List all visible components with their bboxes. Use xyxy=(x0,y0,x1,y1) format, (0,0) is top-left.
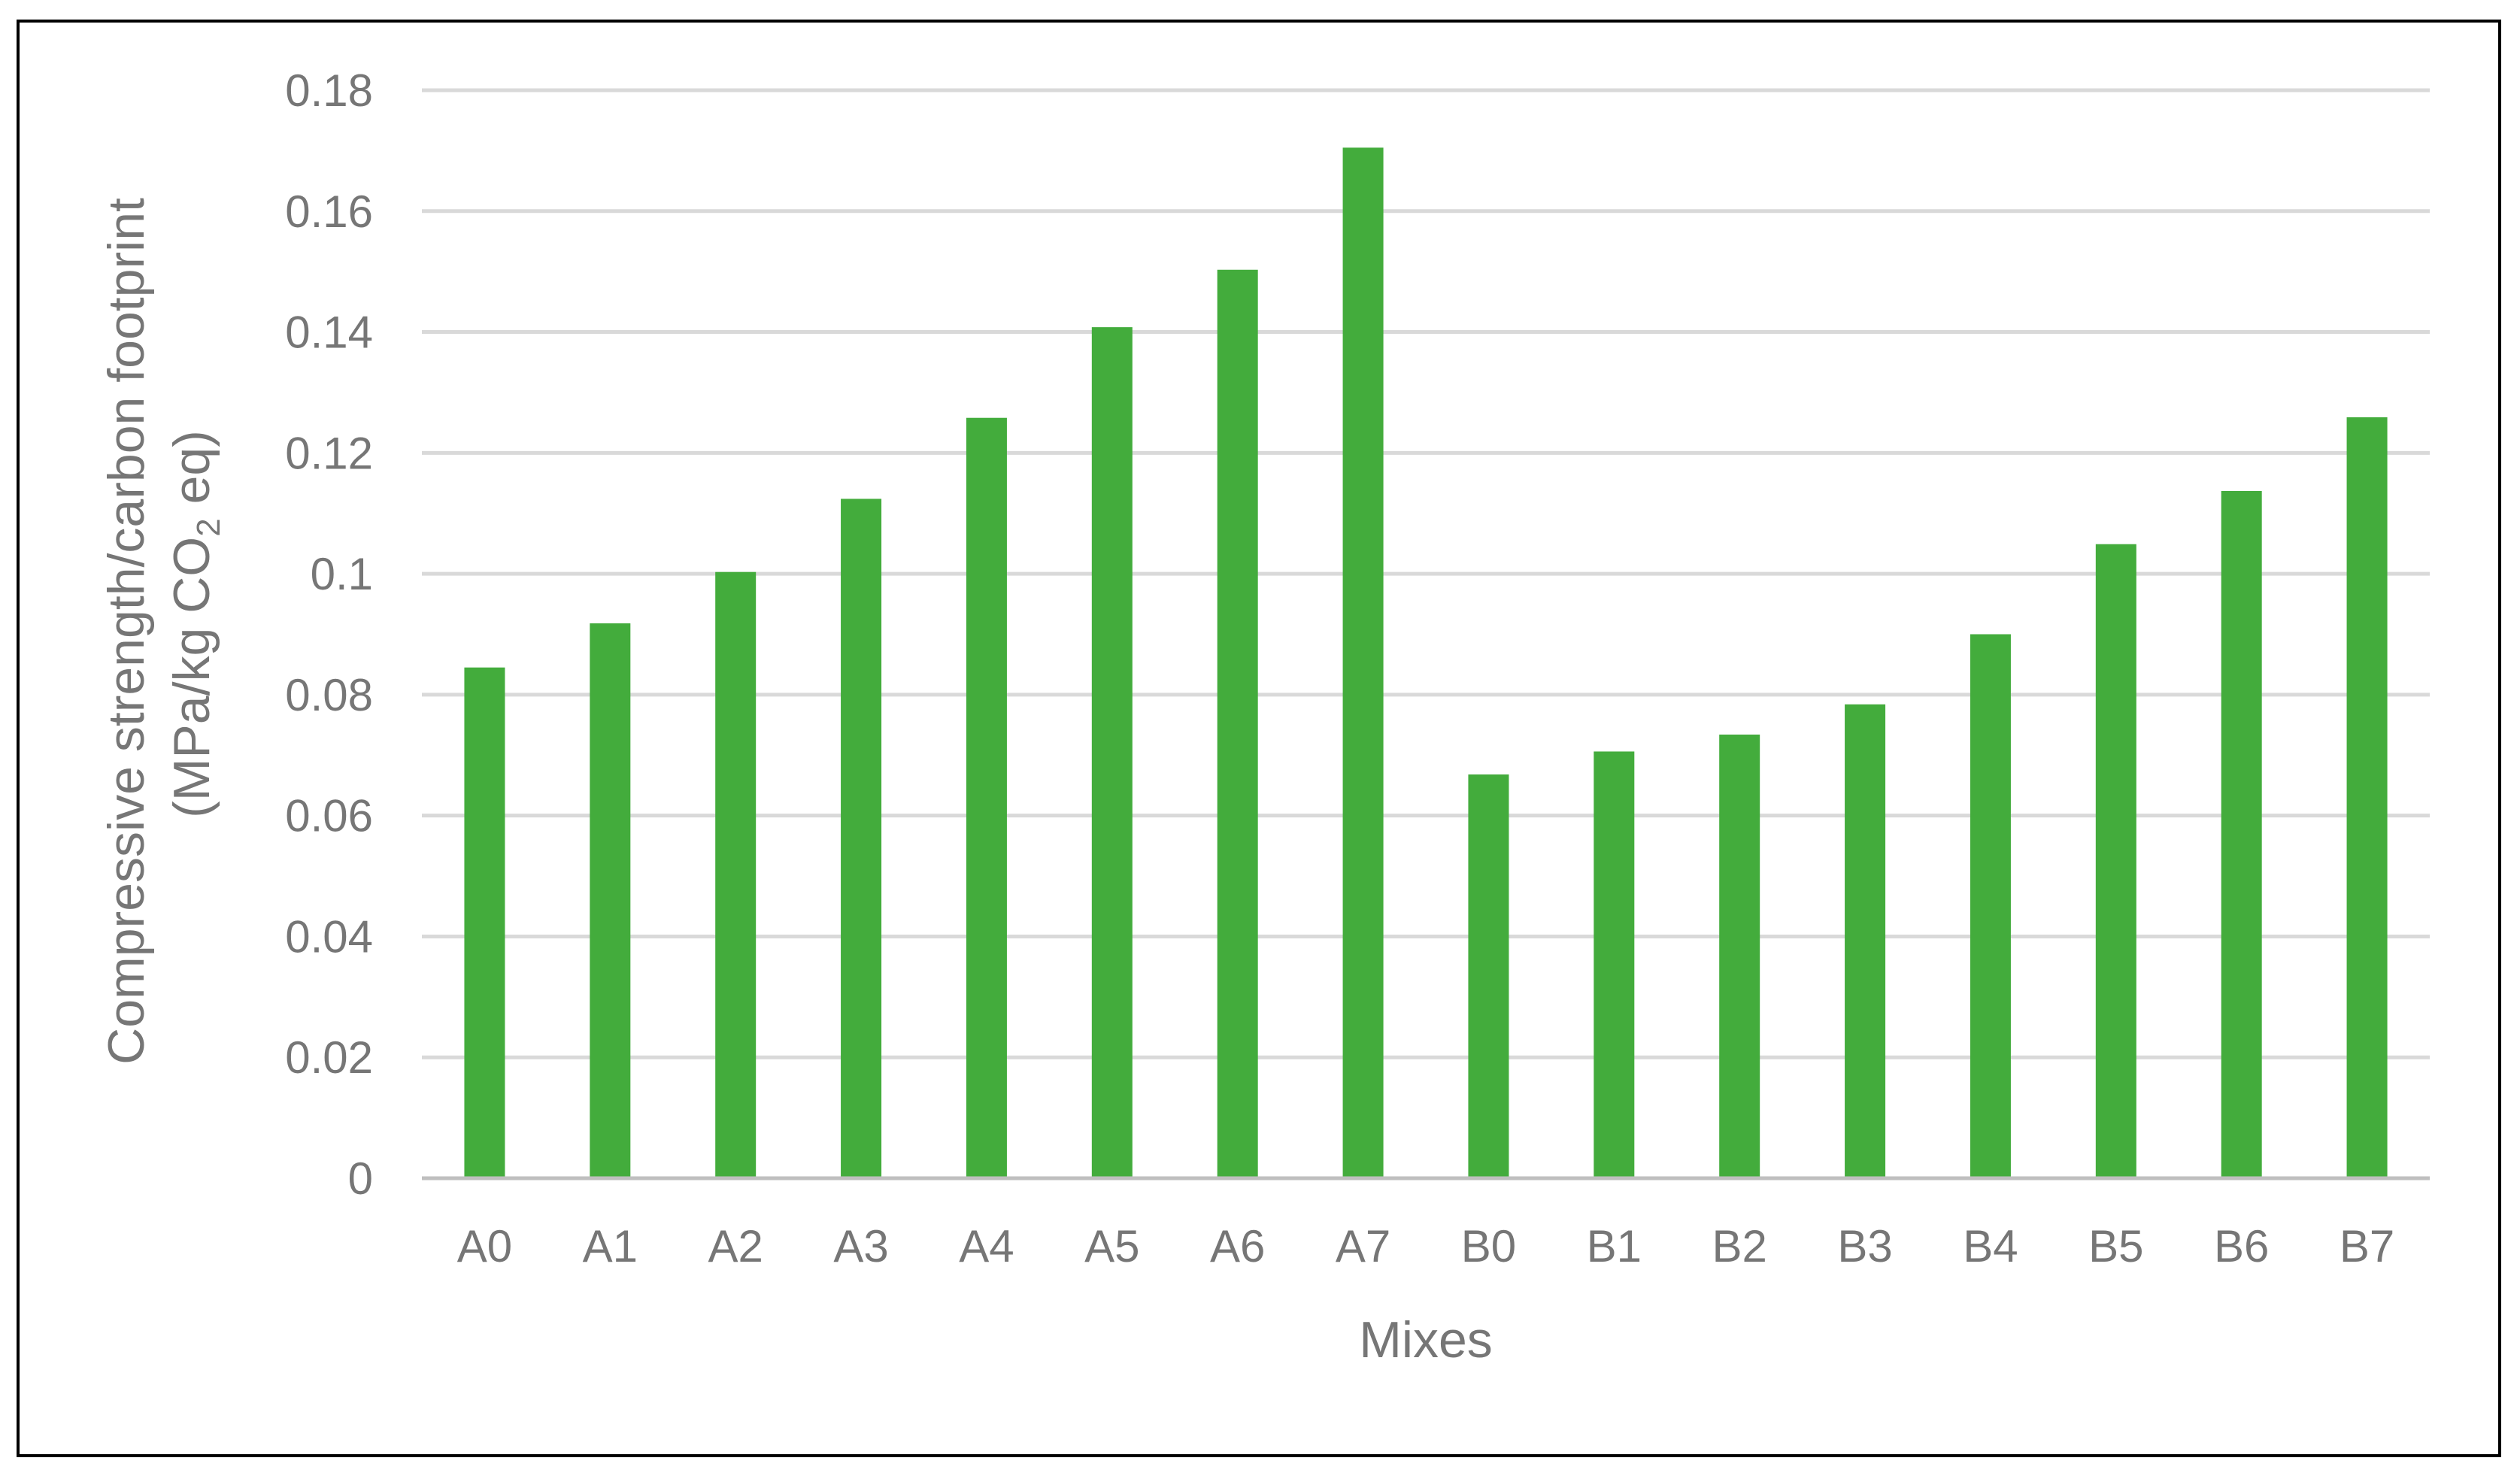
bar-a1 xyxy=(590,623,631,1178)
x-tick-label: A7 xyxy=(1336,1221,1390,1271)
x-tick-label: A4 xyxy=(959,1221,1014,1271)
x-tick-label: A5 xyxy=(1084,1221,1139,1271)
bar-a6 xyxy=(1217,269,1258,1178)
x-tick-label: B3 xyxy=(1837,1221,1892,1271)
x-tick-label: B6 xyxy=(2214,1221,2269,1271)
y-tick-label: 0.14 xyxy=(285,308,373,358)
bar-b1 xyxy=(1594,751,1635,1178)
bar-b0 xyxy=(1468,774,1509,1178)
x-tick-label: B2 xyxy=(1712,1221,1766,1271)
y-axis-title-line-2: (MPa/kg CO2 eq) xyxy=(163,430,227,818)
y-tick-label: 0.08 xyxy=(285,670,373,720)
bar-b5 xyxy=(2095,544,2136,1178)
bar-a3 xyxy=(841,499,882,1178)
bar-chart: 00.020.040.060.080.10.120.140.160.18 A0 A… xyxy=(98,65,2430,1368)
bar-b7 xyxy=(2346,417,2388,1178)
x-tick-label: B1 xyxy=(1587,1221,1642,1271)
x-tick-label: B7 xyxy=(2340,1221,2394,1271)
y-axis-title-line-1: Compressive strength/carbon footprint xyxy=(98,198,155,1065)
bar-a7 xyxy=(1342,147,1384,1179)
y-tick-label: 0.02 xyxy=(285,1032,373,1083)
x-tick-label: B4 xyxy=(1963,1221,2018,1271)
y-tick-labels: 0 0.02 0.04 0.06 0.08 0.1 0.12 0.14 0.16 0.18 xyxy=(285,65,373,1204)
y-tick-label: 0.04 xyxy=(285,911,373,962)
y-tick-label: 0 xyxy=(348,1153,373,1204)
bar-a2 xyxy=(715,571,757,1178)
y-tick-label: 0.16 xyxy=(285,186,373,237)
x-tick-label: A1 xyxy=(583,1221,638,1271)
x-tick-label: A0 xyxy=(457,1221,512,1271)
x-tick-label: B5 xyxy=(2088,1221,2143,1271)
bar-b6 xyxy=(2221,490,2262,1178)
x-tick-label: A3 xyxy=(833,1221,888,1271)
y-tick-label: 0.1 xyxy=(311,549,373,599)
bar-b4 xyxy=(1970,634,2011,1178)
bar-a5 xyxy=(1091,327,1133,1178)
x-tick-label: A6 xyxy=(1210,1221,1265,1271)
y-tick-label: 0.12 xyxy=(285,428,373,478)
bar-b3 xyxy=(1845,704,1886,1178)
gridlines xyxy=(422,88,2430,1059)
x-axis-title: Mixes xyxy=(1359,1311,1493,1368)
y-tick-label: 0.06 xyxy=(285,791,373,841)
bar-b2 xyxy=(1719,734,1760,1178)
x-tick-label: B0 xyxy=(1461,1221,1516,1271)
bars xyxy=(464,147,2388,1179)
bar-a4 xyxy=(966,417,1007,1178)
x-tick-label: A2 xyxy=(708,1221,763,1271)
bar-a0 xyxy=(464,667,505,1178)
y-axis-title: Compressive strength/carbon footprint (M… xyxy=(98,183,227,1065)
chart-frame: 0 0.02 0.04 0.06 0.08 0.1 0.12 0.14 0.16 0.18 A0 A… xyxy=(17,20,2501,1457)
x-tick-labels: A0 A1 A2 A3 A4 A5 A6 A7 B0 B1 B2 B3 B4 B5 B6 B7 xyxy=(457,1221,2395,1271)
y-tick-label: 0.18 xyxy=(285,65,373,116)
